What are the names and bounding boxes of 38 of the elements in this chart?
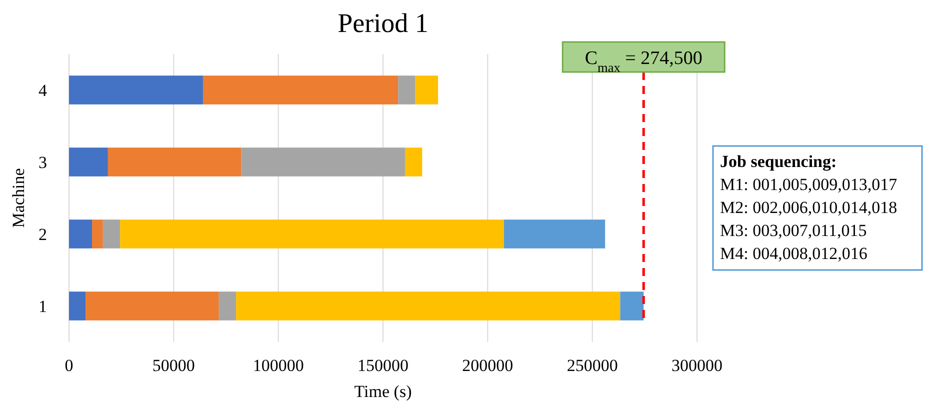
y-axis-title: Machine [9, 168, 28, 228]
bar [620, 292, 644, 320]
bar [69, 148, 108, 176]
text: M3: 003,007,011,015 [720, 221, 867, 240]
chart-title: Period 1 [338, 8, 428, 38]
bar [108, 148, 242, 176]
x-tick-label: 150000 [358, 356, 408, 375]
y-tick-label: 3 [38, 152, 47, 172]
y-tick-label: 2 [38, 224, 47, 244]
text: M4: 004,008,012,016 [720, 244, 868, 263]
bar [69, 76, 203, 104]
y-tick-label: 4 [38, 80, 48, 100]
bar [218, 292, 236, 320]
bar [202, 76, 398, 104]
bar [102, 220, 120, 248]
bar [86, 292, 219, 320]
bar [504, 220, 606, 248]
bar [92, 220, 103, 248]
text: M2: 002,006,010,014,018 [720, 198, 898, 217]
bar [241, 148, 405, 176]
ref-line-label: C$_{max}$ = 274,500 [584, 48, 702, 74]
bar [398, 76, 416, 104]
x-tick-label: 100000 [252, 356, 304, 375]
bar [69, 292, 86, 320]
text: Job sequencing: [720, 152, 837, 171]
x-axis-title: Time (s) [354, 382, 412, 401]
x-tick-label: 300000 [672, 356, 722, 375]
x-tick-label: 250000 [566, 356, 618, 375]
x-tick-label: 200000 [462, 356, 514, 375]
bar [69, 220, 92, 248]
bar [404, 148, 422, 176]
text: M1: 001,005,009,013,017 [720, 175, 898, 194]
x-tick-label: 50000 [152, 356, 195, 375]
bar [415, 76, 438, 104]
bar [236, 292, 620, 320]
x-tick-label: 0 [64, 356, 74, 375]
bar [120, 220, 504, 248]
y-tick-label: 1 [38, 296, 47, 316]
